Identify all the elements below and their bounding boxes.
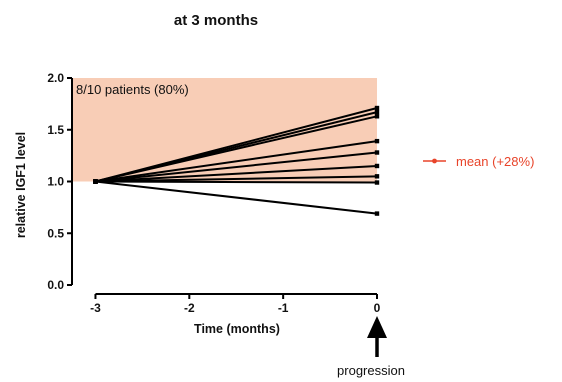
legend-label: mean (+28%) [456,154,534,169]
legend-point-marker [432,158,437,164]
series-point [374,109,380,115]
y-tick-label: 2.0 [47,71,64,85]
legend: mean (+28%) [423,154,534,169]
series-line [95,115,378,183]
series-point [374,138,380,144]
series-point [93,179,98,184]
plot-area: 8/10 patients (80%) 0.0 0.5 1.0 1.5 2.0 -3 -2 -1… [47,71,380,315]
y-tick-label: 1.5 [47,123,64,137]
series-line [95,164,378,183]
series-line [95,175,378,183]
series-line [95,180,378,215]
series-line [95,180,378,184]
y-tick-label: 0.0 [47,278,64,292]
x-axis-label: Time (months) [194,322,280,336]
series-line [95,151,378,183]
series-point [374,105,380,111]
y-axis-label: relative IGF1 level [14,132,28,238]
arrow-head-icon [367,316,387,338]
series-point [374,211,380,216]
chart-title: at 3 months [174,12,258,29]
series-point [374,174,380,179]
x-tick-label: -1 [278,301,289,315]
y-tick-label: 1.0 [47,175,64,189]
series-line [95,140,378,183]
x-tick-label: 0 [374,301,381,315]
series-point [374,180,380,185]
y-tick-label: 0.5 [47,226,64,240]
shaded-region [72,78,377,182]
x-tick-label: -3 [90,301,101,315]
progression-label: progression [337,363,405,378]
series-point [374,114,380,119]
x-tick-label: -2 [184,301,195,315]
series-point [374,163,380,169]
progression-arrow: progression [337,316,405,378]
shaded-region-label: 8/10 patients (80%) [76,82,189,97]
series-point [374,150,380,155]
